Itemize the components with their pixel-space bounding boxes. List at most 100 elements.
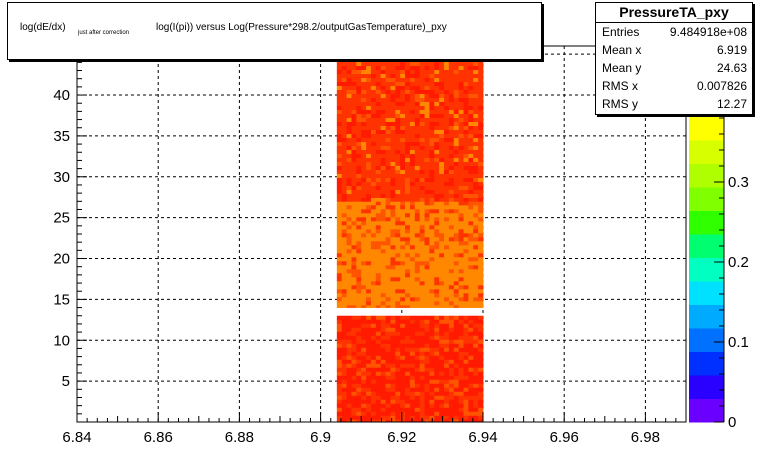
heatmap-cell — [424, 225, 430, 230]
heatmap-cell — [414, 359, 421, 365]
heatmap-cell — [419, 70, 425, 75]
heatmap-cell — [478, 178, 484, 183]
heatmap-cell — [409, 285, 416, 290]
heatmap-cell — [380, 158, 386, 163]
heatmap-cell — [405, 198, 411, 202]
heatmap-cell — [429, 70, 435, 75]
heatmap-cell — [385, 293, 391, 298]
heatmap-cell — [366, 102, 372, 107]
heatmap-cell — [424, 331, 430, 337]
heatmap-cell — [390, 122, 396, 127]
heatmap-cell — [424, 58, 430, 63]
heatmap-cell — [366, 70, 372, 75]
heatmap-cell — [424, 106, 430, 111]
heatmap-cell — [370, 371, 377, 377]
heatmap-cell — [429, 86, 435, 91]
heatmap-cell — [448, 371, 455, 377]
heatmap-cell — [453, 371, 460, 377]
heatmap-cell — [429, 66, 435, 71]
heatmap-cell — [444, 371, 450, 377]
heatmap-cell — [429, 355, 435, 361]
heatmap-cell — [390, 261, 396, 266]
heatmap-cell — [390, 201, 396, 206]
heatmap-cell — [390, 70, 396, 75]
heatmap-cell — [395, 90, 401, 95]
heatmap-cell — [414, 217, 421, 222]
heatmap-cell — [453, 319, 460, 325]
heatmap-cell — [385, 174, 391, 179]
heatmap-cell — [385, 134, 391, 139]
heatmap-cell — [434, 134, 440, 139]
heatmap-cell — [385, 58, 391, 63]
heatmap-cell — [356, 182, 362, 187]
heatmap-cell — [375, 205, 382, 210]
heatmap-cell — [346, 58, 352, 63]
heatmap-cell — [414, 265, 421, 270]
heatmap-cell — [380, 343, 386, 349]
heatmap-cell — [390, 146, 396, 151]
heatmap-cell — [473, 233, 479, 238]
heatmap-cell — [463, 170, 469, 175]
heatmap-cell — [419, 367, 425, 373]
heatmap-cell — [356, 225, 362, 230]
heatmap-cell — [473, 375, 479, 381]
heatmap-cell — [385, 190, 391, 195]
heatmap-cell — [458, 367, 464, 373]
heatmap-cell — [473, 359, 479, 365]
heatmap-cell — [409, 225, 416, 230]
heatmap-cell — [366, 174, 372, 179]
heatmap-cell — [463, 351, 469, 357]
heatmap-cell — [409, 359, 416, 365]
heatmap-cell — [346, 126, 352, 131]
heatmap-cell — [356, 78, 362, 83]
heatmap-cell — [409, 319, 416, 325]
heatmap-cell — [448, 269, 455, 274]
heatmap-cell — [458, 241, 464, 246]
heatmap-cell — [356, 118, 362, 123]
heatmap-cell — [473, 170, 479, 175]
heatmap-cell — [434, 249, 440, 254]
heatmap-cell — [380, 273, 386, 278]
heatmap-cell — [400, 86, 406, 91]
heatmap-cell — [463, 58, 469, 63]
heatmap-cell — [473, 241, 479, 246]
heatmap-cell — [370, 265, 377, 270]
heatmap-cell — [453, 339, 460, 345]
heatmap-cell — [385, 198, 391, 202]
heatmap-cell — [448, 363, 455, 369]
heatmap-cell — [395, 415, 401, 421]
heatmap-cell — [375, 130, 382, 135]
heatmap-cell — [370, 399, 377, 405]
heatmap-cell — [478, 335, 484, 341]
heatmap-cell — [419, 174, 425, 179]
heatmap-cell — [341, 293, 347, 298]
heatmap-cell — [424, 261, 430, 266]
heatmap-cell — [468, 130, 474, 135]
heatmap-cell — [405, 94, 411, 99]
heatmap-cell — [463, 375, 469, 381]
heatmap-cell — [400, 319, 406, 325]
heatmap-cell — [453, 289, 460, 294]
heatmap-cell — [463, 221, 469, 226]
heatmap-cell — [361, 339, 367, 345]
heatmap-cell — [434, 327, 440, 333]
heatmap-cell — [346, 217, 352, 222]
heatmap-cell — [478, 221, 484, 226]
heatmap-cell — [419, 170, 425, 175]
heatmap-cell — [380, 407, 386, 413]
heatmap-cell — [448, 343, 455, 349]
heatmap-cell — [429, 383, 435, 389]
heatmap-cell — [370, 339, 377, 345]
heatmap-cell — [405, 331, 411, 337]
heatmap-cell — [414, 150, 421, 155]
heatmap-cell — [419, 285, 425, 290]
heatmap-cell — [468, 142, 474, 147]
heatmap-cell — [366, 355, 372, 361]
heatmap-cell — [453, 217, 460, 222]
heatmap-cell — [478, 130, 484, 135]
heatmap-cell — [380, 261, 386, 266]
heatmap-cell — [370, 110, 377, 115]
heatmap-cell — [463, 269, 469, 274]
heatmap-cell — [336, 277, 343, 282]
heatmap-cell — [458, 70, 464, 75]
